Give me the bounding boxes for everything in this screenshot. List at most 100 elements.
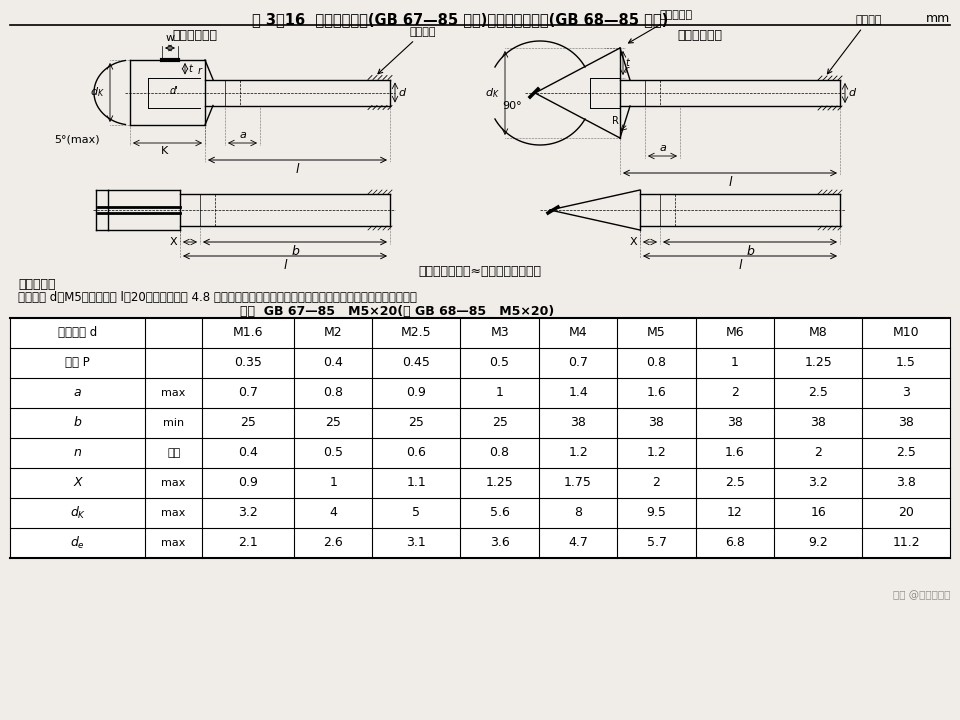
Text: 1: 1 [329, 477, 337, 490]
Text: 8: 8 [574, 506, 582, 520]
Text: 9.2: 9.2 [808, 536, 828, 549]
Text: 25: 25 [409, 416, 424, 430]
Text: 0.35: 0.35 [234, 356, 262, 369]
Text: max: max [161, 538, 186, 548]
Text: M8: M8 [808, 326, 828, 340]
Text: 0.5: 0.5 [490, 356, 510, 369]
Text: 0.4: 0.4 [238, 446, 258, 459]
Text: M6: M6 [726, 326, 744, 340]
Text: 1.6: 1.6 [725, 446, 745, 459]
Text: 90°: 90° [502, 101, 522, 111]
Text: 开槽盘头螺钉: 开槽盘头螺钉 [173, 29, 218, 42]
Text: M3: M3 [491, 326, 509, 340]
Text: X: X [73, 477, 82, 490]
Text: n: n [74, 446, 82, 459]
Text: b: b [74, 416, 82, 430]
Text: 0.4: 0.4 [324, 356, 343, 369]
Text: 0.7: 0.7 [568, 356, 588, 369]
Text: 2.5: 2.5 [725, 477, 745, 490]
Text: 20: 20 [899, 506, 914, 520]
Text: b: b [746, 245, 754, 258]
Text: 螺纹规格 d＝M5、公称长度 l＝20、性能等级为 4.8 级、不经表面处理的开槽盘头螺钉（或开槽沉头螺钉）的标记为：: 螺纹规格 d＝M5、公称长度 l＝20、性能等级为 4.8 级、不经表面处理的开… [18, 291, 417, 304]
Text: 1: 1 [731, 356, 739, 369]
Text: 16: 16 [810, 506, 826, 520]
Text: 0.5: 0.5 [324, 446, 344, 459]
Text: 9.5: 9.5 [647, 506, 666, 520]
Text: a: a [660, 143, 666, 153]
Text: 25: 25 [325, 416, 341, 430]
Text: 2.6: 2.6 [324, 536, 343, 549]
Text: 3.2: 3.2 [808, 477, 828, 490]
Text: 5°(max): 5°(max) [55, 135, 100, 145]
Text: 1.2: 1.2 [647, 446, 666, 459]
Text: 螺钉  GB 67—85   M5×20(或 GB 68—85   M5×20): 螺钉 GB 67—85 M5×20(或 GB 68—85 M5×20) [240, 305, 554, 318]
Text: 5.7: 5.7 [646, 536, 666, 549]
Text: 6.8: 6.8 [725, 536, 745, 549]
Text: d': d' [170, 86, 179, 96]
Text: 2: 2 [653, 477, 660, 490]
Text: M1.6: M1.6 [232, 326, 263, 340]
Text: max: max [161, 478, 186, 488]
Text: a: a [239, 130, 246, 140]
Text: min: min [163, 418, 184, 428]
Text: R: R [612, 116, 618, 126]
Text: 0.8: 0.8 [490, 446, 510, 459]
Text: M2.5: M2.5 [401, 326, 432, 340]
Text: 1.2: 1.2 [568, 446, 588, 459]
Text: 12: 12 [727, 506, 743, 520]
Text: 2: 2 [731, 387, 739, 400]
Text: 3: 3 [902, 387, 910, 400]
Text: r: r [625, 65, 629, 75]
Text: 4.7: 4.7 [568, 536, 588, 549]
Text: 3.1: 3.1 [406, 536, 426, 549]
Text: 无螺纹部分杆径≈中径或＝螺纹大径: 无螺纹部分杆径≈中径或＝螺纹大径 [419, 265, 541, 278]
Text: 0.6: 0.6 [406, 446, 426, 459]
Text: 3.2: 3.2 [238, 506, 258, 520]
Text: 2: 2 [814, 446, 822, 459]
Text: 螺制末端: 螺制末端 [828, 15, 881, 73]
Text: l: l [296, 163, 300, 176]
Text: 0.7: 0.7 [238, 387, 258, 400]
Text: l: l [283, 259, 287, 272]
Text: t: t [625, 58, 629, 68]
Text: 图示 @一位工程师: 图示 @一位工程师 [893, 590, 950, 600]
Text: $d_e$: $d_e$ [70, 535, 85, 551]
Text: 表 3－16  开槽盘头螺钉(GB 67—85 摘录)、开槽沉头螺钉(GB 68—85 摘录): 表 3－16 开槽盘头螺钉(GB 67—85 摘录)、开槽沉头螺钉(GB 68—… [252, 12, 668, 27]
Text: 1: 1 [495, 387, 504, 400]
Text: M4: M4 [568, 326, 588, 340]
Text: 38: 38 [649, 416, 664, 430]
Text: 标记示例：: 标记示例： [18, 278, 56, 291]
Text: $d_K$: $d_K$ [90, 86, 105, 99]
Text: 1.25: 1.25 [804, 356, 832, 369]
Text: X: X [630, 237, 637, 247]
Text: 38: 38 [810, 416, 826, 430]
Text: 1.1: 1.1 [406, 477, 426, 490]
Text: d: d [848, 88, 855, 98]
Text: 圆的或平的: 圆的或平的 [629, 10, 693, 43]
Text: 4: 4 [329, 506, 337, 520]
Text: 3.6: 3.6 [490, 536, 510, 549]
Bar [10, 318, 950, 558]
Text: M5: M5 [647, 326, 666, 340]
Text: d: d [398, 88, 405, 97]
Text: mm: mm [925, 12, 950, 25]
Text: 开槽沉头螺钉: 开槽沉头螺钉 [678, 29, 723, 42]
Text: 1.25: 1.25 [486, 477, 514, 490]
Text: K: K [161, 146, 169, 156]
Text: t: t [188, 64, 192, 73]
Text: 3.8: 3.8 [896, 477, 916, 490]
Text: 1.4: 1.4 [568, 387, 588, 400]
Text: max: max [161, 508, 186, 518]
Text: 2.5: 2.5 [896, 446, 916, 459]
Text: 1.6: 1.6 [647, 387, 666, 400]
Text: 1.5: 1.5 [896, 356, 916, 369]
Text: $d_K$: $d_K$ [486, 86, 500, 100]
Text: l: l [729, 176, 732, 189]
Text: b: b [291, 245, 299, 258]
Text: 公称: 公称 [167, 448, 180, 458]
Text: 螺制末端: 螺制末端 [378, 27, 437, 73]
Text: 1.75: 1.75 [564, 477, 592, 490]
Text: 0.9: 0.9 [406, 387, 426, 400]
Text: 38: 38 [727, 416, 743, 430]
Text: 38: 38 [899, 416, 914, 430]
